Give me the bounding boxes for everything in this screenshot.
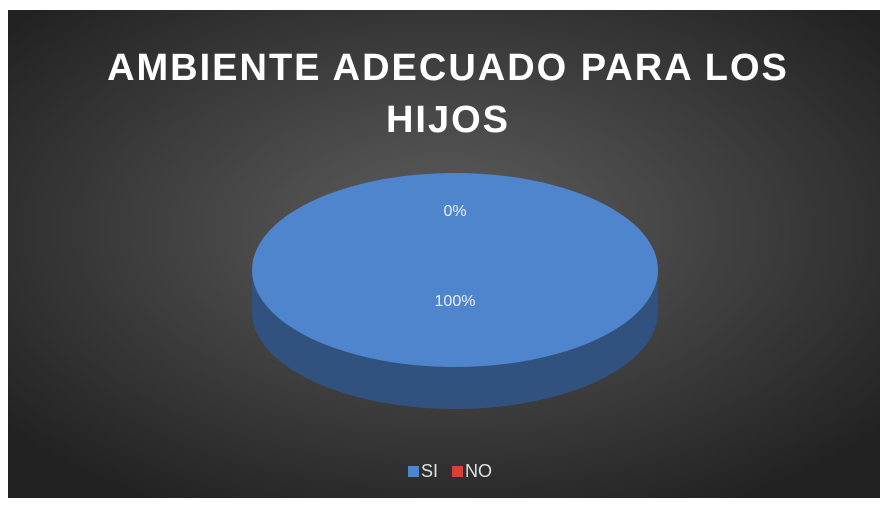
legend-swatch <box>452 466 464 477</box>
chart: 100% 0% SI NO <box>8 10 880 498</box>
slice <box>252 173 658 367</box>
chart-title: AMBIENTE ADECUADO PARA LOS HIJOS <box>107 47 789 141</box>
slice-side <box>252 270 658 409</box>
chart-frame: 100% 0% SI NO AMBIENTE ADECUADO PARA LOS HI… <box>8 10 880 498</box>
data-label: 100% <box>435 293 476 310</box>
legend-label: SI <box>421 461 438 481</box>
legend-label: NO <box>465 461 492 481</box>
legend-swatch <box>408 466 419 477</box>
data-label: 0% <box>443 203 466 220</box>
